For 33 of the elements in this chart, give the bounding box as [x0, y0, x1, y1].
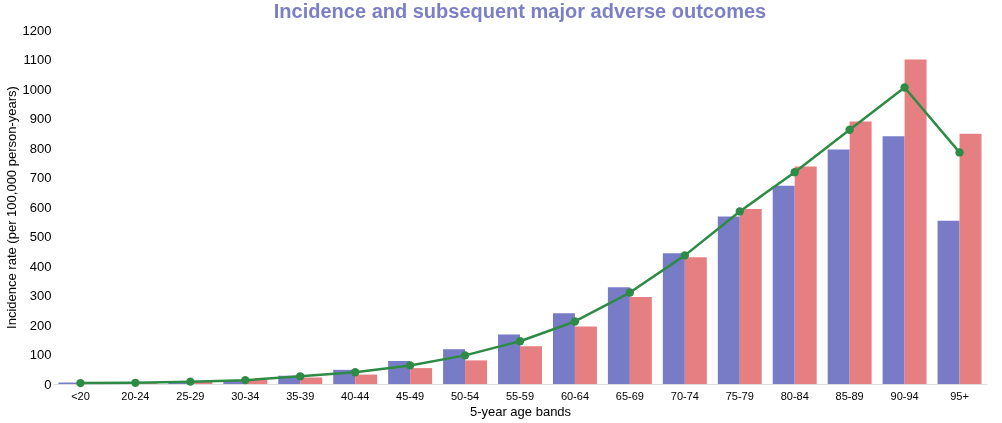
- chart-title: Incidence and subsequent major adverse outcomes: [273, 0, 767, 22]
- y-tick-label: 300: [29, 288, 52, 303]
- x-tick-label: 50-54: [450, 389, 480, 402]
- x-tick-label: 60-64: [560, 389, 590, 402]
- x-tick-label: 45-49: [396, 389, 425, 402]
- y-tick-label: 100: [29, 347, 52, 362]
- y-tick-label: 1200: [22, 22, 52, 38]
- y-tick-label: 0: [44, 376, 52, 392]
- x-tick-label: 25-29: [176, 389, 205, 402]
- y-tick-label: 200: [29, 317, 52, 333]
- x-tick-label: 95+: [950, 389, 969, 402]
- x-tick-label: 35-39: [286, 389, 315, 402]
- y-tick-label: 500: [29, 229, 52, 244]
- x-tick-label: 85-89: [835, 389, 864, 402]
- x-tick-label: 90-94: [890, 389, 919, 402]
- x-tick-label: 65-69: [615, 389, 644, 402]
- y-tick-label: 400: [29, 258, 52, 274]
- y-tick-label: 800: [29, 140, 52, 156]
- y-tick-label: 900: [29, 111, 52, 126]
- y-tick-label: 1000: [22, 81, 52, 97]
- x-tick-label: 55-59: [505, 389, 535, 402]
- y-tick-label: 600: [29, 199, 52, 215]
- y-tick-label: 700: [29, 170, 52, 185]
- y-tick-label: 1100: [23, 52, 52, 67]
- y-axis-title: Incidence rate (per 100,000 person-years): [3, 86, 19, 329]
- x-tick-label: <20: [71, 389, 90, 402]
- x-axis-title: 5-year age bands: [469, 403, 572, 419]
- x-tick-label: 40-44: [341, 389, 370, 402]
- x-tick-label: 80-84: [780, 389, 809, 402]
- x-tick-label: 70-74: [670, 389, 699, 402]
- x-tick-label: 20-24: [121, 389, 150, 402]
- x-tick-label: 75-79: [725, 389, 754, 402]
- x-tick-label: 30-34: [231, 389, 260, 402]
